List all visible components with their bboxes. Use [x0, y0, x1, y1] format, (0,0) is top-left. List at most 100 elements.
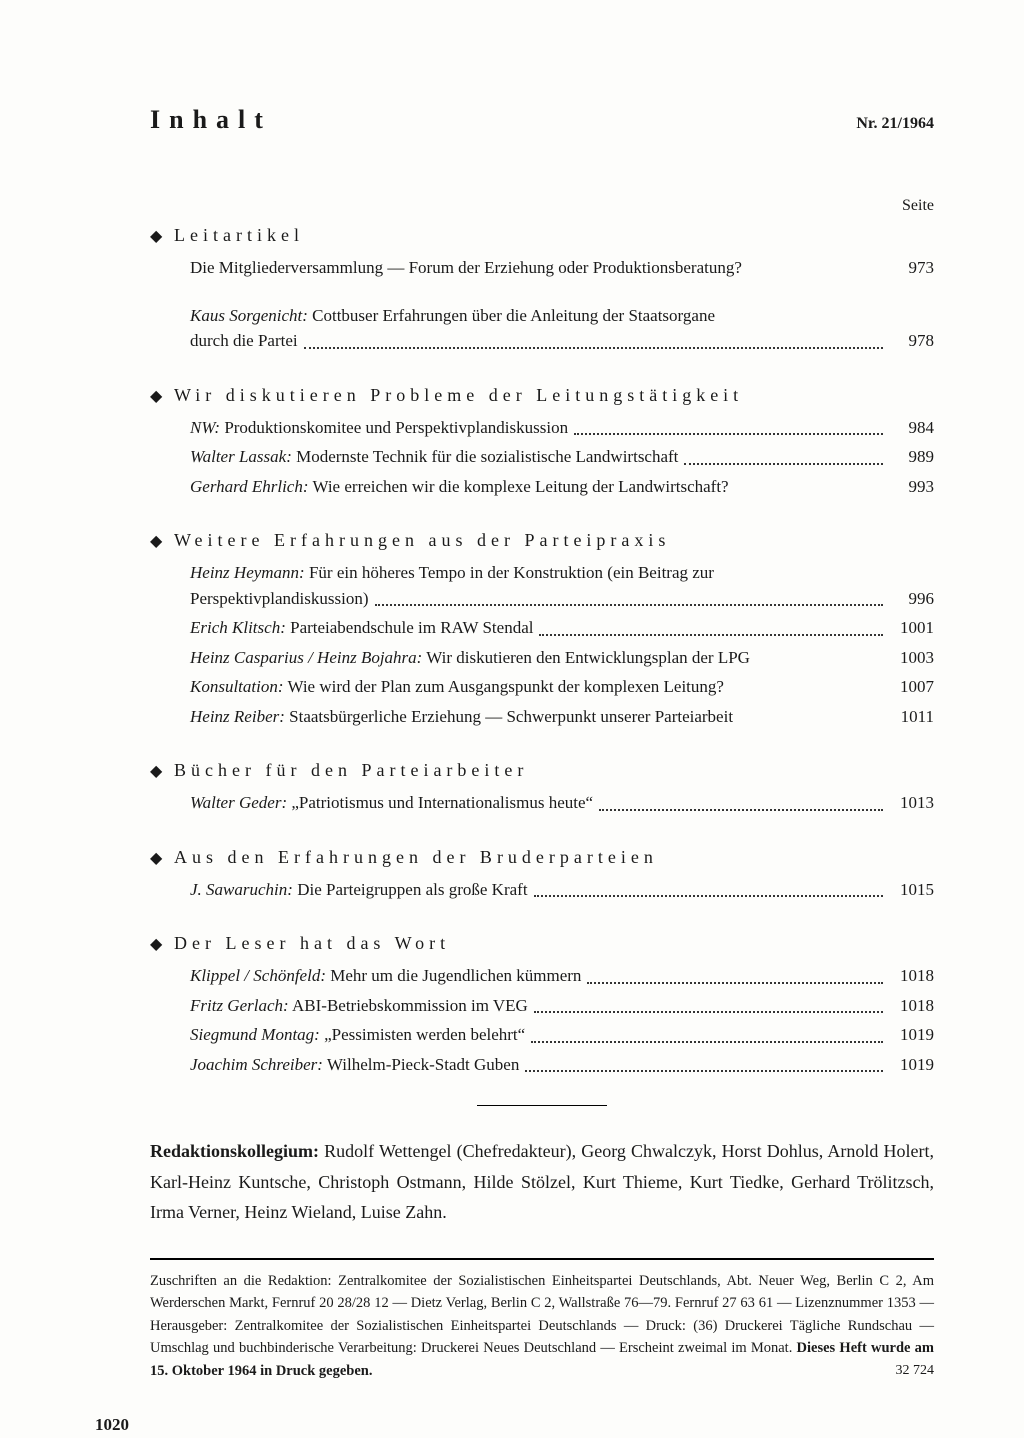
entry-text-wrap: Walter Geder: „Patriotismus und Internat… [190, 790, 593, 816]
section-title: Weitere Erfahrungen aus der Parteipraxis [174, 527, 670, 554]
entry-page: 1003 [889, 645, 934, 671]
entry-author: Erich Klitsch: [190, 618, 286, 637]
entry-author: Kaus Sorgenicht: [190, 306, 308, 325]
entry-page: 989 [889, 444, 934, 470]
toc-entry: Heinz Casparius / Heinz Bojahra: Wir dis… [190, 645, 934, 671]
toc-entry: Siegmund Montag: „Pessimisten werden bel… [190, 1022, 934, 1048]
entry-text: Wilhelm-Pieck-Stadt Guben [323, 1055, 519, 1074]
entry-page: 996 [889, 586, 934, 612]
leader-dots [748, 275, 883, 276]
leader-dots [375, 604, 884, 606]
entry-page: 1019 [889, 1022, 934, 1048]
entry-text: „Patriotismus und Internationalismus heu… [287, 793, 593, 812]
entry-page: 1007 [889, 674, 934, 700]
toc-entry: J. Sawaruchin: Die Parteigruppen als gro… [190, 877, 934, 903]
entry-author: NW: [190, 418, 220, 437]
leader-dots [730, 694, 883, 695]
entry-text: „Pessimisten werden belehrt“ [320, 1025, 525, 1044]
section-head: ◆ Weitere Erfahrungen aus der Parteipraxi… [150, 527, 934, 554]
toc-entry: Erich Klitsch: Parteiabendschule im RAW … [190, 615, 934, 641]
section-title: Bücher für den Parteiarbeiter [174, 757, 528, 784]
entry-text: Die Parteigruppen als große Kraft [293, 880, 528, 899]
redaktion-block: Redaktionskollegium: Rudolf Wettengel (C… [150, 1136, 934, 1228]
toc-entry: Gerhard Ehrlich: Wie erreichen wir die k… [190, 474, 934, 500]
entry-text: durch die Partei [190, 328, 298, 354]
toc-entry: Walter Lassak: Modernste Technik für die… [190, 444, 934, 470]
entry-text-wrap: Die Mitgliederversammlung — Forum der Er… [190, 255, 742, 281]
leader-dots [735, 493, 883, 494]
main-title: Inhalt [150, 100, 272, 139]
divider-full [150, 1258, 934, 1260]
leader-dots [531, 1041, 883, 1043]
entry-text: Modernste Technik für die sozialistische… [292, 447, 679, 466]
diamond-icon: ◆ [150, 760, 160, 784]
entry-author: Walter Lassak: [190, 447, 292, 466]
entry-text-wrap: Heinz Casparius / Heinz Bojahra: Wir dis… [190, 645, 750, 671]
toc-entry: Kaus Sorgenicht: Cottbuser Erfahrungen ü… [190, 303, 934, 354]
entry-page: 984 [889, 415, 934, 441]
diamond-icon: ◆ [150, 847, 160, 871]
entry-text-wrap: Fritz Gerlach: ABI-Betriebskommission im… [190, 993, 528, 1019]
toc-entry: Fritz Gerlach: ABI-Betriebskommission im… [190, 993, 934, 1019]
entry-author: Klippel / Schönfeld: [190, 966, 326, 985]
entry-text-wrap: Klippel / Schönfeld: Mehr um die Jugendl… [190, 963, 581, 989]
entry-author: Heinz Reiber: [190, 707, 285, 726]
entry-text-wrap: Walter Lassak: Modernste Technik für die… [190, 444, 678, 470]
section: ◆Wir diskutieren Probleme der Leitungstä… [150, 382, 934, 500]
entry-text: Mehr um die Jugendlichen kümmern [326, 966, 581, 985]
entry-author: Walter Geder: [190, 793, 287, 812]
section-head: ◆Wir diskutieren Probleme der Leitungstä… [150, 382, 934, 409]
diamond-icon: ◆ [150, 933, 160, 957]
toc-entry: Heinz Reiber: Staatsbürgerliche Erziehun… [190, 704, 934, 730]
toc-entry: NW: Produktionskomitee und Perspektivpla… [190, 415, 934, 441]
section-title: Leitartikel [174, 222, 304, 249]
entry-page: 1018 [889, 963, 934, 989]
entry-author: Heinz Heymann: [190, 563, 305, 582]
section: ◆ Bücher für den Parteiarbeiter Walter Ged… [150, 757, 934, 816]
entry-text: Für ein höheres Tempo in der Konstruktio… [305, 563, 714, 582]
entry-page: 1019 [889, 1052, 934, 1078]
entry-author: Konsultation: [190, 677, 284, 696]
diamond-icon: ◆ [150, 530, 160, 554]
entry-page: 1015 [889, 877, 934, 903]
entry-text: Cottbuser Erfahrungen über die Anleitung… [308, 306, 715, 325]
toc-entry: Walter Geder: „Patriotismus und Internat… [190, 790, 934, 816]
section-head: ◆ Aus den Erfahrungen der Bruderparteien [150, 844, 934, 871]
imprint-number: 32 724 [896, 1360, 935, 1382]
table-of-contents: ◆ Leitartikel Die Mitgliederversammlung — … [150, 222, 934, 1077]
toc-entry: Heinz Heymann: Für ein höheres Tempo in … [190, 560, 934, 611]
diamond-icon: ◆ [150, 385, 160, 409]
entry-page: 1013 [889, 790, 934, 816]
leader-dots [574, 433, 883, 435]
entry-author: Gerhard Ehrlich: [190, 477, 309, 496]
section-head: ◆ Der Leser hat das Wort [150, 930, 934, 957]
entry-page: 973 [889, 255, 934, 281]
leader-dots [587, 982, 883, 984]
entry-text: Staatsbürgerliche Erziehung — Schwerpunk… [285, 707, 733, 726]
entry-text-wrap: J. Sawaruchin: Die Parteigruppen als gro… [190, 877, 528, 903]
leader-dots [599, 809, 883, 811]
leader-dots [756, 664, 883, 665]
entry-text-wrap: NW: Produktionskomitee und Perspektivpla… [190, 415, 568, 441]
entry-page: 1011 [889, 704, 934, 730]
section: ◆ Leitartikel Die Mitgliederversammlung — … [150, 222, 934, 354]
entry-page: 1018 [889, 993, 934, 1019]
leader-dots [684, 463, 883, 465]
section-title: Aus den Erfahrungen der Bruderparteien [174, 844, 658, 871]
diamond-icon: ◆ [150, 225, 160, 249]
section: ◆ Weitere Erfahrungen aus der Parteipraxi… [150, 527, 934, 729]
leader-dots [525, 1070, 883, 1072]
entry-text-wrap: Erich Klitsch: Parteiabendschule im RAW … [190, 615, 533, 641]
section-head: ◆ Bücher für den Parteiarbeiter [150, 757, 934, 784]
entry-text: Produktionskomitee und Perspektivplandis… [220, 418, 568, 437]
leader-dots [534, 895, 883, 897]
section: ◆ Der Leser hat das Wort Klippel / Schönfe… [150, 930, 934, 1077]
entry-text: Parteiabendschule im RAW Stendal [286, 618, 534, 637]
entry-text-wrap: Siegmund Montag: „Pessimisten werden bel… [190, 1022, 525, 1048]
entry-author: Siegmund Montag: [190, 1025, 320, 1044]
entry-page: 978 [889, 328, 934, 354]
issue-number: Nr. 21/1964 [856, 112, 934, 136]
section-title: Der Leser hat das Wort [174, 930, 450, 957]
entry-author: J. Sawaruchin: [190, 880, 293, 899]
entry-text-wrap: Gerhard Ehrlich: Wie erreichen wir die k… [190, 474, 729, 500]
